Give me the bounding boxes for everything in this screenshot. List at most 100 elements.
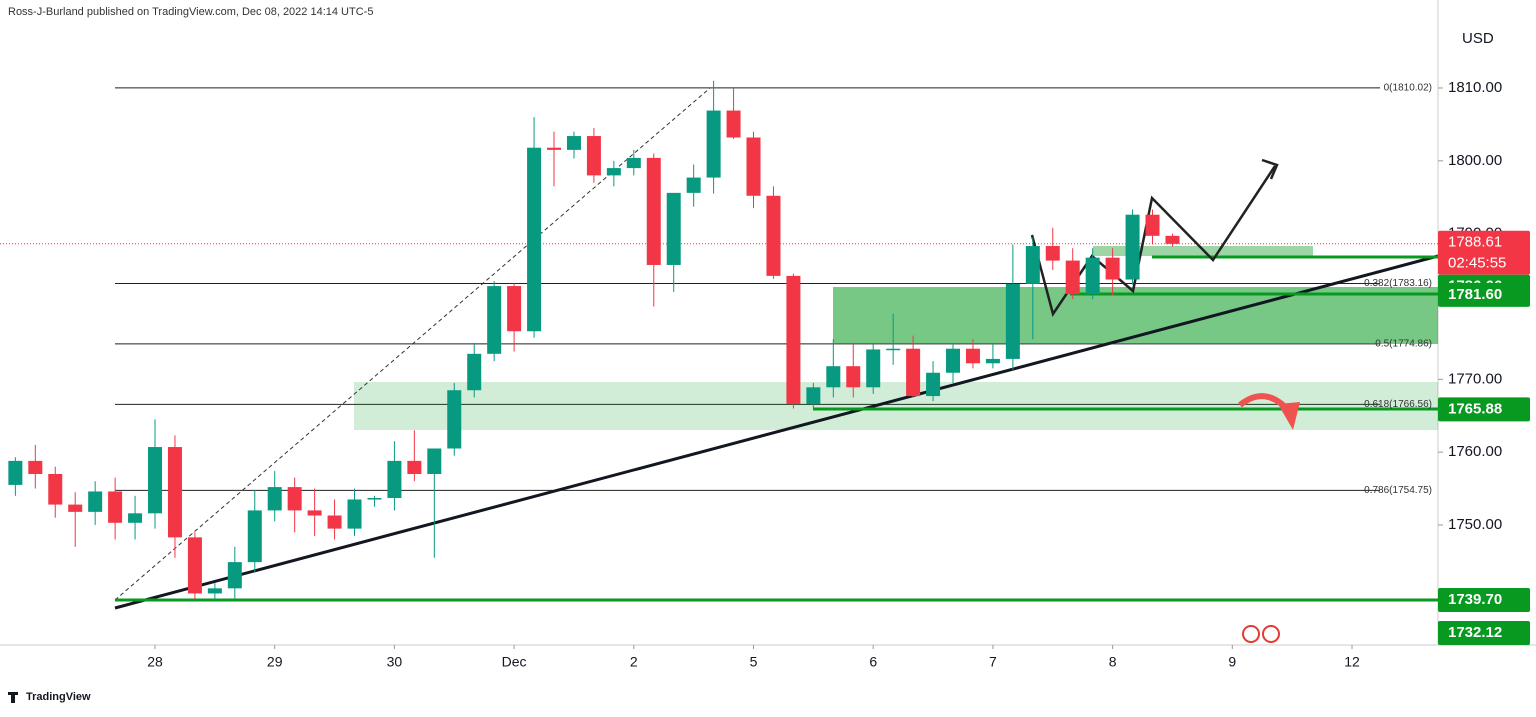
candle-body (427, 448, 442, 474)
candle-body (985, 358, 1000, 364)
price-tag-label: 1739.70 (1448, 591, 1502, 608)
candle-body (846, 366, 861, 388)
x-tick-label: 12 (1344, 654, 1360, 670)
price-tag-label: 1765.88 (1448, 400, 1502, 417)
candle-body (1125, 214, 1140, 280)
candle-body (586, 136, 601, 176)
candle-body (447, 390, 462, 449)
y-tick-label: 1800.00 (1448, 152, 1502, 169)
candle-body (287, 487, 302, 511)
candle-body (207, 588, 222, 594)
currency: USD (1462, 30, 1494, 47)
candle-body (1005, 283, 1020, 359)
x-tick-label: 28 (147, 654, 163, 670)
price-tag-label: 1781.60 (1448, 286, 1502, 303)
candle-body (1065, 260, 1080, 295)
candle-body (906, 348, 921, 397)
x-tick-label: 9 (1228, 654, 1236, 670)
y-tick-label: 1810.00 (1448, 79, 1502, 96)
candle-body (646, 157, 661, 265)
candle-body (227, 562, 242, 589)
y-tick-label: 1760.00 (1448, 443, 1502, 460)
candle-body (68, 504, 83, 512)
price-tag-label: 1732.12 (1448, 624, 1502, 641)
candle-body (387, 460, 402, 499)
publish-info: Ross-J-Burland published on TradingView.… (8, 6, 373, 18)
price-tag (1438, 282, 1530, 307)
x-tick-label: 7 (989, 654, 997, 670)
candle-body (88, 491, 103, 512)
x-tick-label: 2 (630, 654, 638, 670)
candle-body (786, 275, 801, 405)
candle-body (965, 348, 980, 364)
fib-label: 0.618(1766.56) (1364, 399, 1432, 410)
price-tag (1438, 397, 1530, 422)
candle-body (626, 157, 641, 169)
y-tick-label: 1770.00 (1448, 370, 1502, 387)
event-icon[interactable] (1242, 625, 1260, 643)
candle-body (167, 447, 182, 538)
candle-body (1085, 257, 1100, 295)
candle-body (128, 513, 143, 523)
candle-body (946, 348, 961, 373)
brand-logo (8, 692, 18, 703)
candle-body (307, 510, 322, 516)
x-tick-label: 8 (1109, 654, 1117, 670)
projection-arrow (1261, 158, 1279, 180)
x-tick-label: 6 (869, 654, 877, 670)
fib-label: 0.5(1774.86) (1375, 339, 1432, 350)
candle-body (108, 491, 123, 523)
event-icon[interactable] (1262, 625, 1280, 643)
candle-body (826, 366, 841, 388)
price-tag (1438, 587, 1530, 612)
x-tick-label: 29 (267, 654, 283, 670)
candle-body (507, 286, 522, 332)
candle-body (726, 110, 741, 138)
candle-body (327, 515, 342, 529)
x-tick-label: Dec (502, 654, 527, 670)
candle-body (28, 460, 43, 474)
x-tick-label: 30 (387, 654, 403, 670)
candle-body (487, 286, 502, 354)
bearish-arrow-head (1278, 402, 1300, 430)
brand: TradingView (26, 691, 91, 703)
last-price-tag (1438, 230, 1530, 275)
support-zone (354, 382, 1438, 430)
candle-body (766, 195, 781, 276)
y-tick-label: 1750.00 (1448, 516, 1502, 533)
candle-body (367, 498, 382, 500)
projection-path (1030, 165, 1277, 317)
fib-label: 0.786(1754.75) (1364, 485, 1432, 496)
candle-body (247, 510, 262, 563)
candle-body (547, 147, 562, 150)
candle-body (706, 110, 721, 178)
fib-label: 0.382(1783.16) (1364, 278, 1432, 289)
candle-body (267, 487, 282, 511)
candle-body (48, 473, 63, 505)
candle-body (666, 192, 681, 265)
candle-body (606, 168, 621, 176)
candle-body (1165, 235, 1180, 244)
candle-body (926, 372, 941, 397)
candle-body (347, 499, 362, 529)
candle-body (566, 136, 581, 150)
last-price-label: 1788.61 (1448, 234, 1502, 251)
candle-body (1145, 214, 1160, 236)
x-tick-label: 5 (750, 654, 758, 670)
trendline (114, 254, 1439, 610)
candle-body (407, 460, 422, 474)
demand-zone (833, 287, 1438, 344)
candle-body (886, 348, 901, 351)
candle-body (866, 349, 881, 388)
candle-body (8, 460, 23, 485)
fib-label: 0(1810.02) (1384, 82, 1432, 93)
countdown: 02:45:55 (1448, 255, 1506, 272)
candle-body (1025, 246, 1040, 284)
candle-body (527, 147, 542, 332)
candle-body (1045, 246, 1060, 261)
candle-body (467, 353, 482, 391)
candle-body (806, 387, 821, 405)
candle-body (686, 177, 701, 193)
candle-body (1105, 257, 1120, 280)
